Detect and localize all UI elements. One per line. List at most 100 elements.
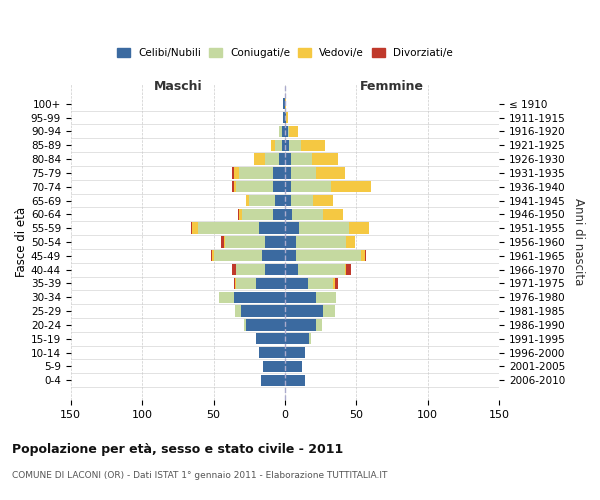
Bar [345,264,346,276]
Bar [285,360,302,372]
Bar [271,140,275,151]
Bar [236,278,256,289]
Bar [249,195,275,206]
Bar [346,236,355,248]
Bar [247,320,285,330]
Bar [316,167,345,178]
Bar [290,195,313,206]
Bar [232,181,233,192]
Bar [279,154,285,164]
Bar [275,195,285,206]
Bar [263,360,285,372]
Bar [235,278,236,289]
Bar [285,195,290,206]
Bar [232,167,233,178]
Bar [331,181,371,192]
Bar [233,167,239,178]
Bar [349,222,369,234]
Bar [265,154,279,164]
Bar [296,236,346,248]
Bar [259,222,285,234]
Bar [239,167,274,178]
Bar [285,374,305,386]
Bar [211,250,212,262]
Bar [282,140,285,151]
Bar [233,278,235,289]
Bar [285,154,290,164]
Bar [286,112,288,123]
Bar [285,306,323,317]
Bar [346,264,350,276]
Bar [214,250,262,262]
Bar [256,278,285,289]
Bar [239,208,242,220]
Bar [274,181,285,192]
Bar [236,181,274,192]
Bar [308,278,334,289]
Bar [285,320,316,330]
Text: COMUNE DI LACONI (OR) - Dati ISTAT 1° gennaio 2011 - Elaborazione TUTTITALIA.IT: COMUNE DI LACONI (OR) - Dati ISTAT 1° ge… [12,470,388,480]
Bar [274,167,285,178]
Bar [235,306,241,317]
Bar [365,250,366,262]
Text: Maschi: Maschi [154,80,202,92]
Bar [301,140,325,151]
Bar [238,208,239,220]
Bar [221,236,224,248]
Bar [241,306,285,317]
Bar [323,306,335,317]
Bar [296,250,361,262]
Bar [289,140,301,151]
Bar [316,320,322,330]
Bar [334,278,335,289]
Y-axis label: Anni di nascita: Anni di nascita [572,198,585,286]
Bar [275,140,282,151]
Bar [265,236,285,248]
Bar [312,154,338,164]
Bar [335,278,338,289]
Bar [224,236,225,248]
Bar [254,154,265,164]
Bar [285,347,305,358]
Bar [285,278,308,289]
Bar [219,292,233,303]
Bar [289,126,298,137]
Bar [192,222,198,234]
Bar [283,98,285,110]
Bar [262,250,285,262]
Bar [323,208,343,220]
Bar [361,250,365,262]
Bar [285,140,289,151]
Bar [274,208,285,220]
Bar [265,264,285,276]
Bar [285,181,290,192]
Bar [285,112,286,123]
Bar [212,250,214,262]
Bar [290,167,316,178]
Bar [285,222,299,234]
Bar [316,292,337,303]
Bar [285,333,309,344]
Bar [247,195,249,206]
Bar [292,208,323,220]
Bar [285,250,296,262]
Bar [290,181,331,192]
Bar [285,236,296,248]
Bar [298,264,345,276]
Bar [285,292,316,303]
Text: Popolazione per età, sesso e stato civile - 2011: Popolazione per età, sesso e stato civil… [12,442,343,456]
Bar [233,181,236,192]
Bar [242,208,274,220]
Bar [285,167,290,178]
Bar [299,222,349,234]
Bar [256,333,285,344]
Bar [283,112,285,123]
Bar [285,208,292,220]
Bar [309,333,311,344]
Bar [244,320,247,330]
Bar [225,236,265,248]
Bar [233,292,285,303]
Bar [313,195,334,206]
Bar [282,126,285,137]
Bar [290,154,312,164]
